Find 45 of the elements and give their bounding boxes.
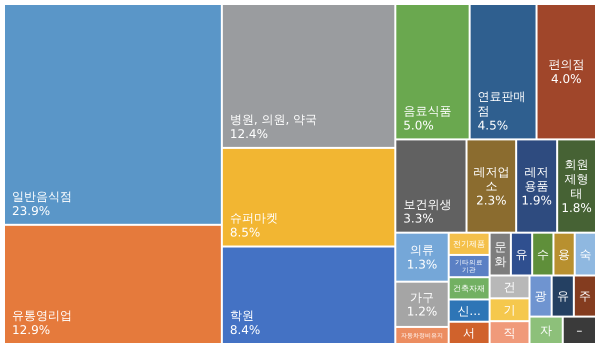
category-label: 회원제형태 [564,158,589,200]
category-label: 병원, 의원, 약국 [230,112,318,126]
data-label: 3.3% [403,212,434,226]
category-label: 신... [457,304,481,318]
category-label: 유통영리업 [12,308,72,323]
category-label: 유 [516,247,528,262]
category-label: 광 [534,289,547,304]
data-label: 4.5% [478,118,508,132]
data-label: 1.8% [561,200,592,215]
category-label: 문화 [494,240,506,268]
data-label: 4.0% [551,72,582,86]
category-label: 슈퍼마켓 [230,211,278,226]
category-label: 일반음식점 [12,189,72,204]
category-label: 연료판매점 [478,90,526,118]
data-label: 8.4% [230,323,260,337]
data-label: 1.9% [521,194,552,208]
data-label: 1.3% [406,258,438,272]
category-label: 건축자재 [453,284,486,294]
category-label: 수 [536,247,549,262]
category-label: 용 [558,247,570,262]
category-label: 레저업소 [473,164,510,194]
data-label: 5.0% [403,118,434,132]
data-label: 23.9% [12,204,50,218]
category-label: 가구 [410,290,434,304]
category-label: 서 [463,326,476,340]
category-label: 보건위생 [403,197,452,212]
category-label: 자 [540,324,552,338]
category-label: 편의점 [548,58,584,72]
data-label: 12.4% [230,126,268,141]
category-label: 주 [578,289,591,304]
category-label: 유 [556,289,569,304]
data-label: 1.2% [406,304,438,319]
category-label: 음료식품 [403,104,452,118]
category-label: 의류 [410,243,434,258]
category-label: 레저용품 [524,164,549,194]
data-label: 8.5% [230,226,260,240]
category-label: 학원 [230,308,254,323]
data-label: 12.9% [12,323,50,337]
data-label: 2.3% [476,194,507,208]
category-label: 전기제품 [453,240,486,249]
category-label: 기 [504,302,516,317]
category-label: 건 [504,280,516,294]
category-label: 직 [504,326,516,340]
category-label: 숙 [579,247,592,262]
category-label: – [576,324,582,338]
